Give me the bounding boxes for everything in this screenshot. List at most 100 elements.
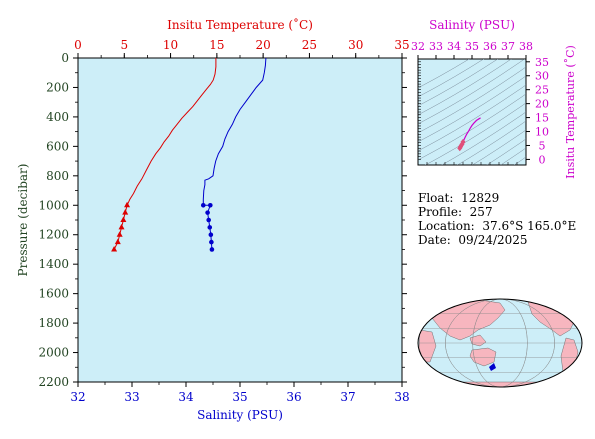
map-australia (469, 347, 497, 367)
ts-temperature-tick-label: 5 (539, 139, 546, 152)
map-asia-landmass (429, 299, 506, 341)
ts-density-contour (418, 59, 485, 98)
temperature-tick-label: 35 (394, 38, 409, 52)
salinity-profile-line (202, 57, 267, 206)
map-longitude-line (445, 299, 555, 387)
ts-density-contour (418, 75, 526, 143)
float-id-label: Float: (418, 191, 454, 205)
location-map (417, 298, 583, 388)
ts-temperature-tick-label: 30 (535, 70, 549, 83)
ts-density-contour (418, 93, 526, 161)
float-location-marker (489, 363, 496, 371)
salinity-tick-label: 32 (70, 390, 85, 404)
salinity-tick-label: 36 (286, 390, 301, 404)
temperature-deep-marker (114, 238, 121, 245)
float-id-value: 12829 (461, 191, 500, 205)
ts-density-contour (456, 120, 526, 165)
temperature-tick-label: 10 (163, 38, 178, 52)
ts-density-contour (418, 59, 499, 107)
ts-density-contour (418, 59, 525, 125)
ts-salinity-tick-label: 37 (501, 40, 515, 53)
pressure-tick-label: 600 (46, 139, 69, 153)
temperature-tick-label: 20 (256, 38, 271, 52)
salinity-deep-marker (209, 239, 214, 245)
location-row: Location: 37.6°S 165.0°E (418, 219, 576, 233)
salinity-tick-label: 33 (124, 390, 139, 404)
ts-temperature-axis-title: Insitu Temperature (˚C) (564, 45, 577, 179)
profile-plot-area (77, 57, 403, 383)
salinity-deep-marker (207, 225, 213, 230)
pressure-axis-title: Pressure (decibar) (16, 164, 30, 277)
salinity-tick-label: 35 (232, 390, 247, 404)
ts-density-contour (418, 59, 470, 89)
ts-salinity-tick-label: 34 (447, 40, 461, 53)
profile-value: 257 (469, 205, 493, 219)
date-label: Date: (418, 233, 451, 247)
salinity-deep-marker (200, 202, 206, 208)
date-value: 09/24/2025 (458, 233, 528, 247)
float-id-row: Float: 12829 (418, 191, 576, 205)
map-africa (418, 329, 437, 363)
salinity-deep-marker (205, 210, 210, 215)
temperature-deep-marker (124, 201, 131, 208)
pressure-tick-label: 200 (46, 80, 69, 94)
pressure-tick-label: 400 (46, 110, 69, 124)
pressure-tick-label: 0 (61, 51, 69, 65)
salinity-tick-label: 37 (340, 390, 355, 404)
ts-temperature-tick-label: 15 (535, 112, 549, 125)
temperature-deep-marker (120, 216, 127, 222)
temperature-tick-label: 5 (120, 38, 128, 52)
ts-salinity-tick-label: 36 (483, 40, 497, 53)
pressure-tick-label: 800 (46, 169, 69, 183)
salinity-deep-marker (208, 232, 214, 238)
ts-salinity-tick-label: 35 (465, 40, 479, 53)
map-longitude-line (472, 299, 528, 387)
temperature-tick-label: 0 (74, 38, 82, 52)
location-label: Location: (418, 219, 475, 233)
ts-density-contour (441, 111, 526, 165)
ts-temperature-tick-label: 20 (535, 98, 549, 111)
ts-salinity-tick-label: 32 (411, 40, 425, 53)
ts-density-contour (418, 66, 526, 134)
temperature-tick-label: 30 (348, 38, 363, 52)
temperature-deep-marker (111, 245, 118, 252)
temperature-deep-marker (116, 231, 123, 237)
ts-density-contour (418, 59, 512, 116)
ts-temperature-tick-label: 10 (535, 126, 549, 139)
pressure-tick-label: 1000 (38, 198, 69, 212)
ts-salinity-tick-label: 33 (429, 40, 443, 53)
ts-density-contour (500, 147, 526, 165)
profile-label: Profile: (418, 205, 463, 219)
temperature-tick-label: 25 (302, 38, 317, 52)
ts-density-contour (424, 102, 526, 165)
ts-deep-marker (460, 138, 466, 145)
salinity-tick-label: 38 (394, 390, 409, 404)
ts-density-contour (418, 84, 526, 152)
salinity-deep-marker (209, 247, 215, 252)
pressure-tick-label: 1800 (38, 316, 69, 330)
pressure-tick-label: 2200 (38, 375, 69, 389)
ts-diagram-area (417, 58, 527, 166)
pressure-tick-label: 1600 (38, 287, 69, 301)
salinity-deep-marker (208, 202, 213, 208)
ts-salinity-tick-label: 38 (519, 40, 533, 53)
ts-temperature-tick-label: 25 (535, 84, 549, 97)
salinity-axis-title: Salinity (PSU) (197, 408, 283, 422)
ts-temperature-tick-label: 35 (535, 56, 549, 69)
temperature-profile-line (126, 58, 217, 206)
profile-row: Profile: 257 (418, 205, 576, 219)
salinity-tick-label: 34 (178, 390, 194, 404)
location-value: 37.6°S 165.0°E (482, 219, 577, 233)
ts-density-contour (513, 156, 526, 165)
temperature-deep-marker (122, 209, 129, 215)
pressure-tick-label: 2000 (38, 346, 69, 360)
pressure-tick-label: 1200 (38, 228, 69, 242)
ts-temperature-tick-label: 0 (539, 153, 546, 166)
float-info-panel: Float: 12829 Profile: 257 Location: 37.6… (418, 191, 576, 247)
ts-salinity-axis-title: Salinity (PSU) (429, 18, 515, 32)
pressure-tick-label: 1400 (38, 257, 69, 271)
date-row: Date: 09/24/2025 (418, 233, 576, 247)
salinity-deep-marker (206, 217, 211, 223)
ts-density-contour (486, 138, 526, 165)
temperature-axis-title: Insitu Temperature (˚C) (167, 17, 313, 32)
